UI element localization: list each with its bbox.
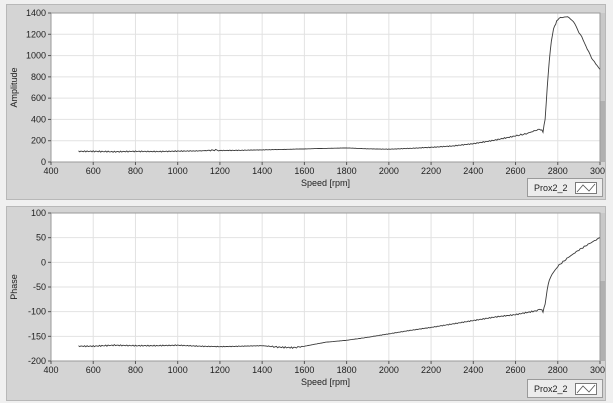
x-tick-label: 2200 bbox=[421, 166, 441, 176]
x-tick-label: 800 bbox=[128, 365, 143, 375]
legend-line-swatch-icon bbox=[575, 383, 597, 395]
y-tick-label: 0 bbox=[41, 157, 46, 167]
x-tick-label: 2200 bbox=[421, 365, 441, 375]
amplitude-chart: 400 600 800 1000 1200 1400 1600 1800 2000 2200 240… bbox=[9, 8, 605, 188]
y-tick-label: 1200 bbox=[26, 29, 46, 39]
plot-scroll-strip bbox=[600, 13, 605, 162]
x-tick-label: 1800 bbox=[337, 365, 357, 375]
y-tick-label: 50 bbox=[36, 233, 46, 243]
x-tick-label: 600 bbox=[86, 166, 101, 176]
y-tick-label: 1400 bbox=[26, 8, 46, 18]
y-axis-label: Phase bbox=[9, 274, 19, 300]
x-tick-label: 2000 bbox=[379, 365, 399, 375]
line-swatch-icon bbox=[576, 183, 596, 193]
x-axis-label: Speed [rpm] bbox=[301, 377, 350, 387]
line-swatch-icon bbox=[576, 384, 596, 394]
y-tick-label: -50 bbox=[33, 282, 46, 292]
series-line bbox=[78, 16, 601, 153]
x-tick-label: 2400 bbox=[463, 166, 483, 176]
x-tick-label: 1200 bbox=[210, 365, 230, 375]
x-tick-label: 1200 bbox=[210, 166, 230, 176]
plot-scroll-thumb bbox=[600, 281, 605, 361]
legend-series-name: Prox2_2 bbox=[534, 384, 568, 394]
plot-scroll-thumb bbox=[600, 101, 605, 162]
phase-chart: 400 600 800 1000 1200 1400 1600 1800 2000 2200 240… bbox=[9, 208, 605, 387]
x-tick-label: 2000 bbox=[379, 166, 399, 176]
amplitude-legend[interactable]: Prox2_2 bbox=[527, 178, 603, 197]
x-tick-label: 1800 bbox=[337, 166, 357, 176]
x-tick-label: 2600 bbox=[506, 166, 526, 176]
y-tick-label: -200 bbox=[28, 356, 46, 366]
x-tick-label: 600 bbox=[86, 365, 101, 375]
x-tick-label: 800 bbox=[128, 166, 143, 176]
legend-series-name: Prox2_2 bbox=[534, 183, 568, 193]
y-tick-label: 200 bbox=[31, 136, 46, 146]
x-tick-label: 1600 bbox=[294, 166, 314, 176]
y-tick-label: 800 bbox=[31, 72, 46, 82]
y-tick-label: 100 bbox=[31, 208, 46, 218]
x-tick-label: 1000 bbox=[168, 166, 188, 176]
x-tick-label: 2800 bbox=[548, 365, 568, 375]
x-tick-label: 1400 bbox=[252, 166, 272, 176]
y-tick-label: 400 bbox=[31, 114, 46, 124]
phase-chart-panel: 400 600 800 1000 1200 1400 1600 1800 2000 2200 240… bbox=[6, 206, 606, 401]
y-axis-label: Amplitude bbox=[9, 67, 19, 107]
plot-frame bbox=[50, 12, 601, 163]
amplitude-chart-panel: 400 600 800 1000 1200 1400 1600 1800 2000 2200 240… bbox=[6, 4, 606, 200]
x-tick-label: 1400 bbox=[252, 365, 272, 375]
x-tick-label: 1000 bbox=[168, 365, 188, 375]
series-line bbox=[78, 237, 601, 349]
y-tick-label: 1000 bbox=[26, 51, 46, 61]
phase-legend[interactable]: Prox2_2 bbox=[527, 379, 603, 398]
y-tick-label: 600 bbox=[31, 93, 46, 103]
y-tick-label: 0 bbox=[41, 257, 46, 267]
y-tick-label: -150 bbox=[28, 331, 46, 341]
x-tick-label: 2600 bbox=[506, 365, 526, 375]
x-tick-label: 400 bbox=[43, 166, 58, 176]
plot-area bbox=[51, 13, 600, 162]
x-axis-label: Speed [rpm] bbox=[301, 178, 350, 188]
x-tick-label: 2400 bbox=[463, 365, 483, 375]
y-tick-label: -100 bbox=[28, 307, 46, 317]
x-tick-label: 2800 bbox=[548, 166, 568, 176]
x-tick-label: 400 bbox=[43, 365, 58, 375]
x-tick-label: 1600 bbox=[294, 365, 314, 375]
legend-line-swatch-icon bbox=[575, 182, 597, 194]
